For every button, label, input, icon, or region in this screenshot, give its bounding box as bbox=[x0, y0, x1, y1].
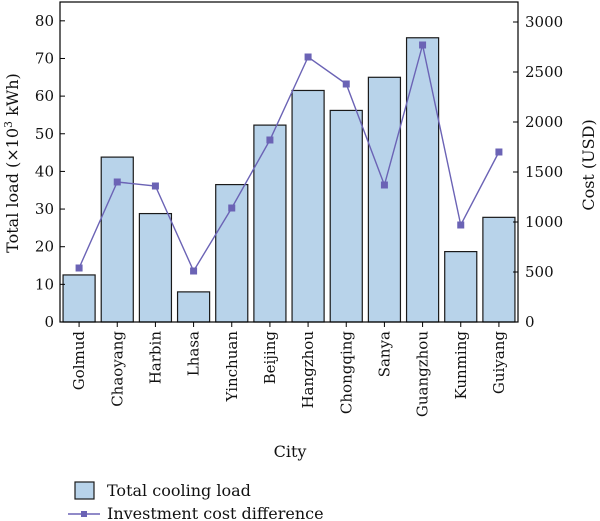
plot-frame bbox=[59, 1, 519, 323]
left-tick-label-60: 60 bbox=[35, 87, 54, 105]
x-tick-label-lhasa: Lhasa bbox=[185, 331, 203, 376]
cost-point-kunming bbox=[457, 221, 465, 229]
right-tick-label-2000: 2000 bbox=[525, 113, 563, 131]
legend-label-total-cooling-load: Total cooling load bbox=[107, 481, 251, 500]
cost-point-hangzhou bbox=[304, 53, 312, 61]
cost-point-golmud bbox=[75, 264, 83, 272]
x-tick-label-golmud: Golmud bbox=[70, 331, 88, 391]
bar-chongqing bbox=[329, 109, 363, 323]
cost-line bbox=[78, 44, 500, 273]
left-tick-label-40: 40 bbox=[35, 162, 54, 180]
cost-point-guiyang bbox=[495, 148, 503, 156]
x-tick-label-guiyang: Guiyang bbox=[490, 331, 508, 395]
left-axis-title: Total load (×103 kWh) bbox=[2, 73, 23, 253]
legend-swatch-total-cooling-load bbox=[74, 481, 95, 500]
right-tick-label-2500: 2500 bbox=[525, 63, 563, 81]
legend-marker-investment-cost bbox=[81, 511, 87, 517]
right-axis-title: Cost (USD) bbox=[579, 119, 598, 210]
right-tick-label-500: 500 bbox=[525, 263, 554, 281]
bar-lhasa bbox=[176, 291, 211, 323]
right-tick-label-0: 0 bbox=[525, 313, 535, 331]
right-tick-label-1000: 1000 bbox=[525, 213, 563, 231]
cost-point-sanya bbox=[380, 181, 388, 189]
x-tick-label-guangzhou: Guangzhou bbox=[414, 331, 432, 417]
left-tick-label-0: 0 bbox=[44, 313, 54, 331]
legend-label-investment-cost: Investment cost difference bbox=[107, 504, 324, 521]
right-tick-label-1500: 1500 bbox=[525, 163, 563, 181]
left-tick-label-80: 80 bbox=[35, 12, 54, 30]
right-tick-label-3000: 3000 bbox=[525, 13, 563, 31]
cost-point-chongqing bbox=[342, 80, 350, 88]
bar-golmud bbox=[62, 274, 96, 323]
bar-kunming bbox=[444, 251, 478, 323]
cost-point-chaoyang bbox=[113, 178, 121, 186]
left-tick-label-20: 20 bbox=[35, 238, 54, 256]
left-tick-label-70: 70 bbox=[35, 49, 54, 67]
left-tick-label-30: 30 bbox=[35, 200, 54, 218]
x-tick-label-chaoyang: Chaoyang bbox=[108, 331, 126, 407]
left-tick-label-50: 50 bbox=[35, 125, 54, 143]
cost-point-yinchuan bbox=[228, 204, 236, 212]
bar-series bbox=[62, 37, 516, 323]
bar-hangzhou bbox=[291, 89, 325, 323]
x-tick-label-sanya: Sanya bbox=[375, 331, 393, 377]
x-tick-label-harbin: Harbin bbox=[146, 331, 164, 385]
bar-sanya bbox=[367, 76, 402, 323]
cost-point-beijing bbox=[266, 136, 274, 144]
x-tick-label-hangzhou: Hangzhou bbox=[299, 331, 317, 409]
x-tick-label-beijing: Beijing bbox=[261, 331, 279, 385]
x-tick-label-kunming: Kunming bbox=[452, 331, 470, 400]
left-tick-label-10: 10 bbox=[35, 275, 54, 293]
bar-guangzhou bbox=[405, 37, 440, 323]
axes: 0 10 20 30 40 50 60 70 80 0 500 1000 1500 2000 2500 300… bbox=[35, 1, 563, 417]
legend: Total cooling load Investment cost diffe… bbox=[68, 481, 324, 521]
cost-point-lhasa bbox=[190, 267, 198, 275]
bar-guiyang bbox=[482, 216, 516, 323]
line-series bbox=[75, 41, 503, 275]
x-tick-label-chongqing: Chongqing bbox=[337, 331, 355, 414]
cost-point-harbin bbox=[151, 182, 159, 190]
bar-harbin bbox=[138, 212, 173, 323]
bar-beijing bbox=[253, 124, 287, 323]
x-tick-label-yinchuan: Yinchuan bbox=[223, 331, 241, 403]
x-axis-title: City bbox=[274, 442, 307, 461]
cost-point-guangzhou bbox=[419, 41, 427, 49]
